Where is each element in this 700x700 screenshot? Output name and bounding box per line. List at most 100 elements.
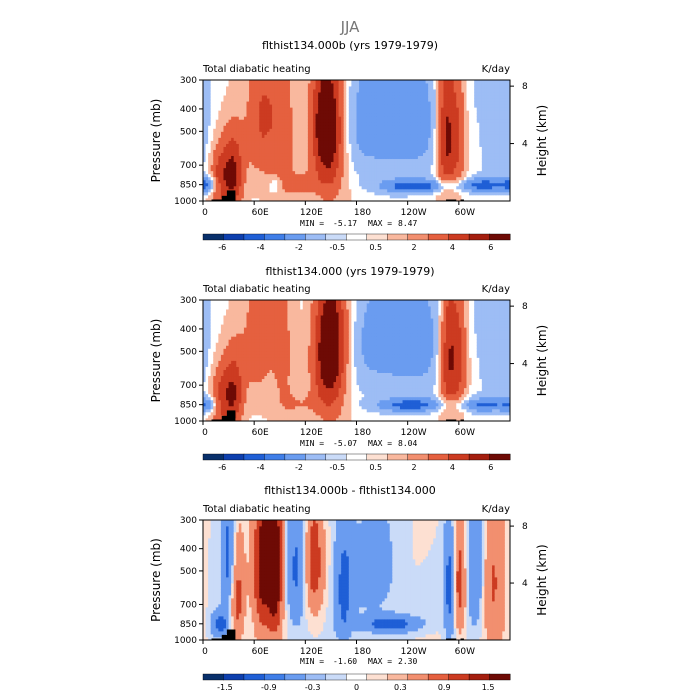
heatmap-cell bbox=[259, 98, 263, 102]
heatmap-cell bbox=[428, 188, 432, 193]
heatmap-cell bbox=[333, 122, 337, 126]
heatmap-cell bbox=[351, 86, 355, 90]
heatmap-cell bbox=[438, 197, 442, 202]
heatmap-cell bbox=[338, 140, 342, 144]
heatmap-cell bbox=[292, 101, 296, 105]
heatmap-cell bbox=[231, 170, 235, 175]
heatmap-cell bbox=[504, 146, 508, 150]
heatmap-cell bbox=[364, 152, 368, 157]
heatmap-cell bbox=[402, 110, 406, 114]
heatmap-cell bbox=[307, 146, 311, 150]
heatmap-cell bbox=[494, 191, 498, 196]
heatmap-cell bbox=[486, 134, 490, 138]
heatmap-cell bbox=[415, 194, 419, 199]
heatmap-cell bbox=[223, 110, 227, 114]
heatmap-cell bbox=[210, 149, 214, 154]
heatmap-cell bbox=[251, 191, 255, 196]
heatmap-cell bbox=[272, 107, 276, 111]
heatmap-cell bbox=[484, 95, 488, 99]
heatmap-cell bbox=[456, 179, 460, 184]
heatmap-cell bbox=[284, 143, 288, 147]
heatmap-cell bbox=[261, 185, 265, 190]
heatmap-cell bbox=[305, 146, 309, 150]
heatmap-cell bbox=[264, 125, 268, 129]
heatmap-cell bbox=[226, 131, 229, 135]
heatmap-cell bbox=[433, 185, 437, 190]
heatmap-cell bbox=[438, 149, 442, 154]
heatmap-cell bbox=[313, 173, 316, 178]
heatmap-cell bbox=[446, 179, 449, 184]
heatmap-cell bbox=[430, 101, 434, 105]
right-tick-label: 8 bbox=[522, 82, 528, 92]
heatmap-cell bbox=[471, 101, 475, 105]
heatmap-cell bbox=[502, 149, 506, 154]
heatmap-cell bbox=[394, 197, 398, 202]
heatmap-cell bbox=[208, 303, 212, 307]
heatmap-cell bbox=[233, 158, 237, 163]
heatmap-cell bbox=[243, 128, 247, 132]
heatmap-cell bbox=[502, 89, 506, 93]
heatmap-cell bbox=[364, 185, 368, 190]
heatmap-cell bbox=[466, 104, 470, 108]
heatmap-cell bbox=[233, 182, 237, 187]
heatmap-cell bbox=[364, 161, 368, 166]
heatmap-cell bbox=[305, 155, 309, 160]
heatmap-cell bbox=[364, 197, 368, 202]
heatmap-cell bbox=[333, 140, 337, 144]
heatmap-cell bbox=[417, 188, 421, 193]
heatmap-cell bbox=[330, 89, 334, 93]
heatmap-cell bbox=[282, 98, 286, 102]
heatmap-cell bbox=[205, 140, 209, 144]
heatmap-cell bbox=[330, 161, 334, 166]
heatmap-cell bbox=[458, 107, 462, 111]
heatmap-cell bbox=[249, 122, 253, 126]
heatmap-cell bbox=[374, 173, 378, 178]
heatmap-cell bbox=[346, 125, 350, 129]
heatmap-cell bbox=[371, 125, 375, 129]
heatmap-cell bbox=[243, 89, 247, 93]
heatmap-cell bbox=[328, 197, 332, 202]
heatmap-cell bbox=[302, 116, 306, 120]
heatmap-cell bbox=[486, 170, 490, 175]
heatmap-cell bbox=[369, 86, 373, 90]
heatmap-cell bbox=[313, 167, 316, 172]
heatmap-cell bbox=[474, 149, 478, 154]
heatmap-cell bbox=[428, 98, 432, 102]
heatmap-cell bbox=[269, 173, 273, 178]
heatmap-cell bbox=[456, 86, 460, 90]
heatmap-cell bbox=[228, 131, 232, 135]
heatmap-cell bbox=[220, 83, 224, 87]
heatmap-cell bbox=[399, 134, 403, 138]
heatmap-cell bbox=[241, 182, 245, 187]
heatmap-cell bbox=[392, 191, 396, 196]
heatmap-cell bbox=[428, 113, 432, 117]
heatmap-cell bbox=[287, 170, 291, 175]
heatmap-cell bbox=[343, 110, 347, 114]
heatmap-cell bbox=[356, 140, 360, 144]
heatmap-cell bbox=[287, 122, 291, 126]
heatmap-cell bbox=[456, 104, 460, 108]
heatmap-cell bbox=[328, 83, 332, 87]
heatmap-cell bbox=[486, 197, 490, 202]
heatmap-cell bbox=[320, 92, 324, 96]
heatmap-cell bbox=[223, 137, 227, 141]
heatmap-cell bbox=[287, 83, 291, 87]
heatmap-cell bbox=[497, 95, 501, 99]
heatmap-cell bbox=[315, 98, 319, 102]
heatmap-cell bbox=[320, 197, 324, 202]
heatmap-cell bbox=[448, 161, 452, 166]
heatmap-cell bbox=[392, 167, 396, 172]
heatmap-cell bbox=[440, 191, 444, 196]
heatmap-cell bbox=[307, 107, 311, 111]
heatmap-cell bbox=[259, 143, 263, 147]
heatmap-cell bbox=[223, 167, 227, 172]
heatmap-cell bbox=[205, 185, 209, 190]
heatmap-cell bbox=[448, 149, 452, 154]
heatmap-cell bbox=[394, 185, 398, 190]
heatmap-cell bbox=[458, 80, 462, 84]
heatmap-cell bbox=[218, 167, 222, 172]
heatmap-cell bbox=[489, 104, 493, 108]
heatmap-cell bbox=[307, 176, 311, 181]
heatmap-cell bbox=[356, 134, 360, 138]
heatmap-cell bbox=[307, 134, 311, 138]
